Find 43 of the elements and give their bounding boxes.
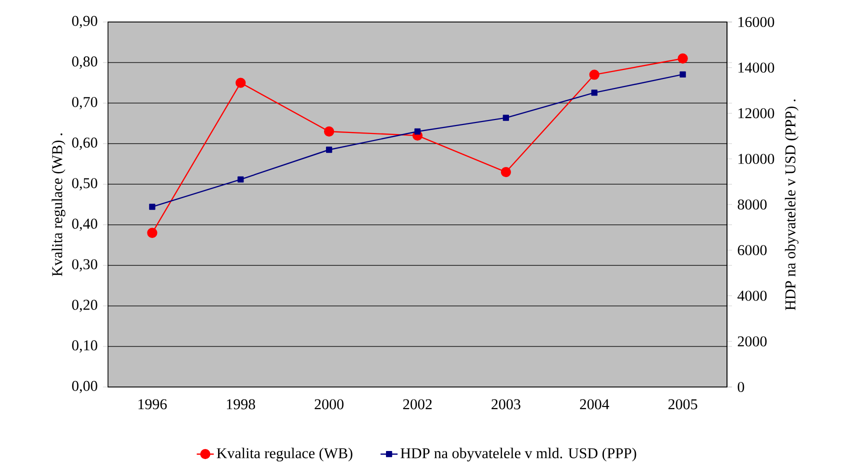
point	[324, 126, 334, 137]
y2-tick-label: 8000	[738, 199, 767, 210]
x-tick-label: 2002	[403, 399, 432, 410]
x-tick-label: 2003	[492, 399, 520, 410]
y-axis-title: Kvalita regulace (WB) .	[52, 133, 66, 276]
point	[414, 128, 421, 135]
y2-axis-title: HDP na obyvatelele v USD (PPP) .	[784, 99, 799, 310]
x-tick-label: 2004	[580, 399, 610, 410]
y-tick-label: 0,10	[72, 340, 98, 353]
point	[502, 114, 510, 121]
legend-label: Kvalita regulace (WB)	[216, 448, 352, 462]
y-tick-label: 0,80	[72, 56, 98, 69]
y2-tick-label: 2000	[738, 336, 767, 346]
x-tick-label: 2000	[314, 399, 344, 410]
y2-tick-label: 12000	[738, 108, 774, 118]
point	[238, 176, 244, 182]
y2-tick-label: 0	[738, 382, 744, 392]
y-tick-label: 0,40	[72, 218, 98, 231]
y-tick-label: 0,50	[72, 178, 98, 190]
x-tick-label: 1996	[138, 399, 167, 410]
y-tick-label: 0,90	[72, 16, 98, 28]
x-tick-label: 2005	[668, 399, 698, 410]
y2-tick-label: 6000	[738, 245, 767, 256]
point	[680, 71, 686, 78]
point	[149, 204, 156, 210]
point	[326, 146, 332, 153]
point	[236, 78, 246, 88]
point	[589, 70, 600, 80]
point	[678, 53, 688, 64]
point	[591, 90, 598, 96]
y2-tick-label: 16000	[738, 16, 774, 28]
y-tick-label: 0,70	[72, 96, 98, 110]
y-tick-label: 0,20	[72, 300, 98, 312]
y-tick-label: 0,30	[72, 259, 98, 272]
legend-label: HDP na obyvatelele v mld. USD (PPP)	[400, 448, 636, 462]
point	[147, 228, 158, 238]
x-tick-label: 1998	[226, 399, 256, 410]
point	[500, 166, 512, 178]
y2-tick-label: 14000	[738, 62, 774, 73]
y2-tick-label: 10000	[738, 154, 774, 164]
y2-tick-label: 4000	[737, 290, 767, 301]
y-tick-label: 0,00	[72, 380, 98, 394]
y-tick-label: 0,60	[72, 138, 98, 150]
